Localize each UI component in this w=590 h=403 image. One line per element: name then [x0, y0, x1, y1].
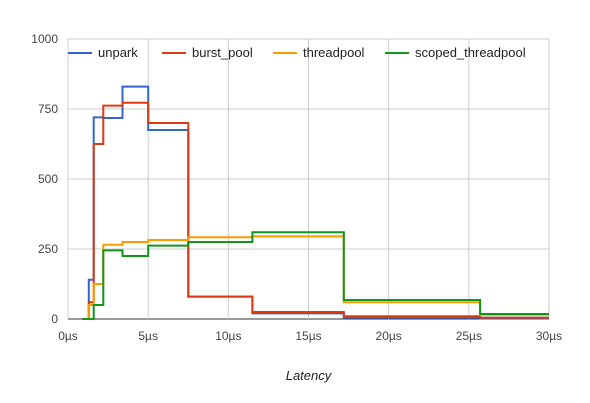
series-lines — [82, 85, 549, 320]
y-tick-label: 0 — [51, 312, 58, 326]
legend-entry-burst-pool: burst_pool — [162, 45, 253, 60]
x-tick-label: 30µs — [536, 329, 562, 343]
y-tick-label: 1000 — [31, 32, 58, 46]
series-line-scoped-threadpool — [82, 231, 549, 320]
x-tick-label: 25µs — [456, 329, 482, 343]
y-tick-label: 250 — [38, 242, 58, 256]
x-tick-label: 10µs — [215, 329, 241, 343]
x-axis-label: Latency — [286, 368, 333, 383]
legend-entry-scoped-threadpool: scoped_threadpool — [385, 45, 526, 60]
legend: unpark burst_pool threadpool scoped_threadp… — [68, 45, 526, 60]
legend-label: scoped_threadpool — [415, 45, 526, 60]
y-tick-label: 750 — [38, 102, 58, 116]
grid — [67, 38, 550, 320]
series-line-unpark — [82, 85, 549, 320]
x-tick-label: 5µs — [138, 329, 158, 343]
x-tick-label: 0µs — [58, 329, 78, 343]
legend-entry-threadpool: threadpool — [273, 45, 365, 60]
x-tick-label: 20µs — [376, 329, 402, 343]
legend-label: burst_pool — [192, 45, 253, 60]
legend-label: unpark — [98, 45, 138, 60]
series-line-burst-pool — [82, 101, 549, 320]
y-tick-label: 500 — [38, 172, 58, 186]
x-tick-label: 15µs — [295, 329, 321, 343]
y-axis-ticks: 0 250 500 750 1000 — [31, 32, 58, 326]
legend-entry-unpark: unpark — [68, 45, 138, 60]
legend-label: threadpool — [303, 45, 365, 60]
x-axis-ticks: 0µs 5µs 10µs 15µs 20µs 25µs 30µs — [58, 329, 562, 343]
